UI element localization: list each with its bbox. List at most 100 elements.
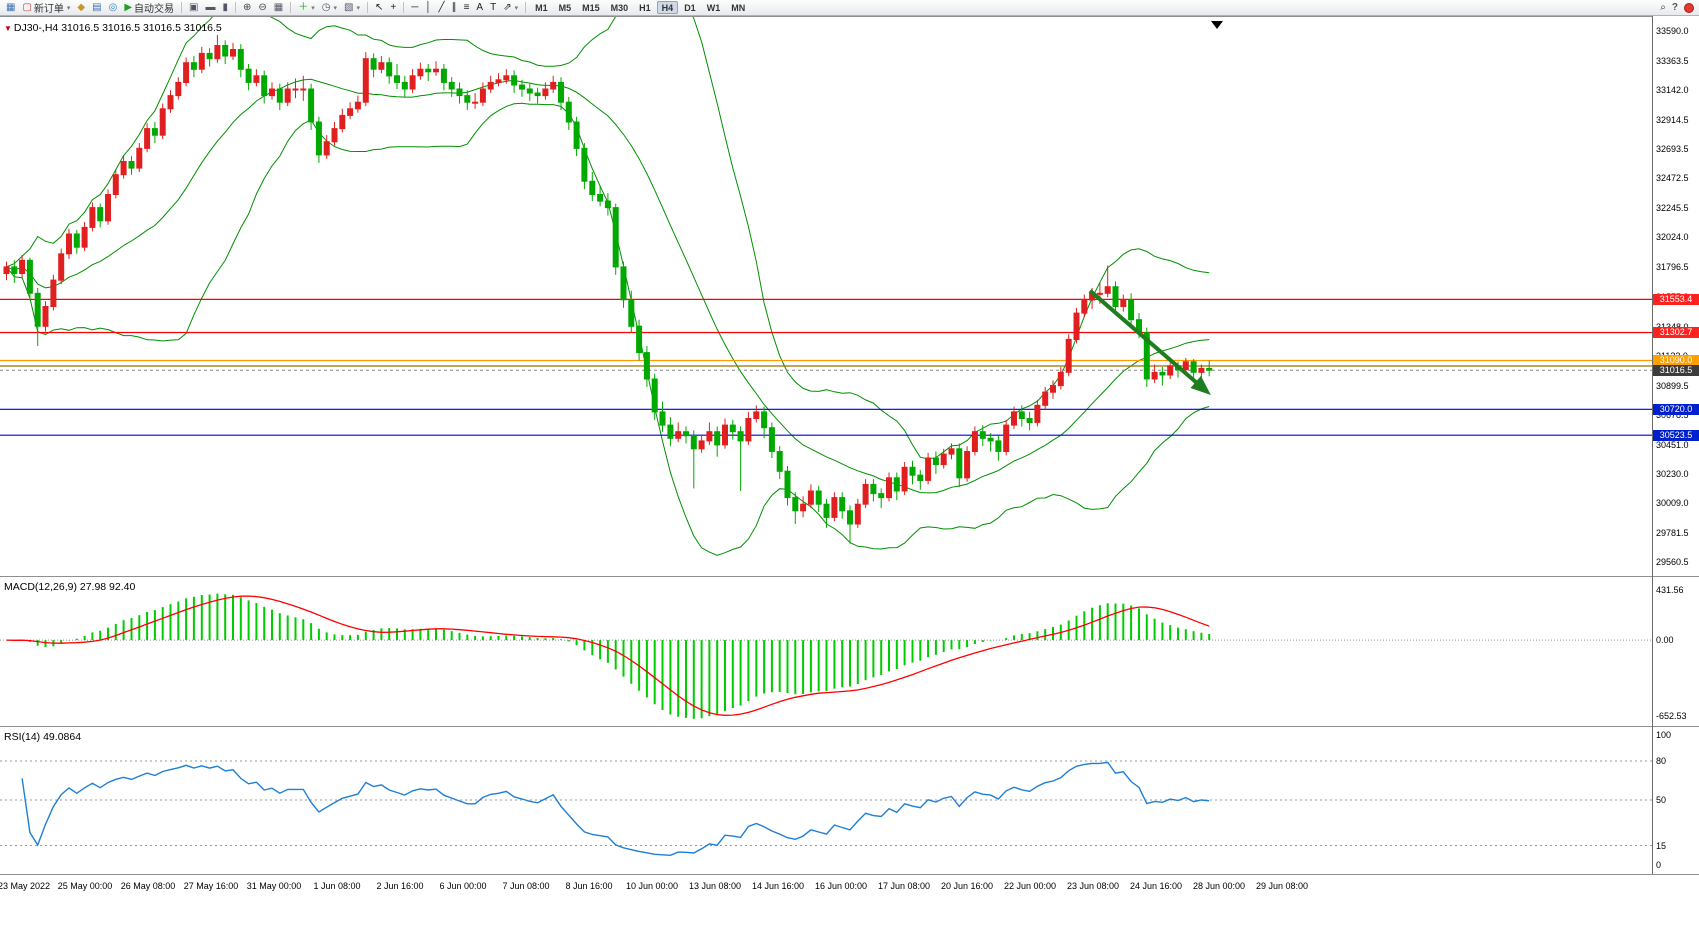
toolbar-separator [290,2,292,13]
timeframe-w1-button[interactable]: W1 [706,3,721,13]
crosshair-icon[interactable]: + [387,1,399,15]
panel-divider [0,16,1699,17]
ohlc-readout: 31016.5 31016.5 31016.5 31016.5 [61,22,222,34]
autotrading-button[interactable]: ▶ 自动交易 [121,1,177,16]
rsi-tick: 0 [1656,860,1662,870]
toolbar-separator [403,2,405,13]
price-tick: 33142.0 [1656,85,1689,96]
time-axis-label: 2 Jun 16:00 [376,881,424,891]
label-icon[interactable]: T [487,1,499,15]
price-tick: 29560.5 [1656,557,1689,568]
toolbar: ▦ ▢ 新订单 ▾ ◆ ▤ ◎ ▶ 自动交易 ▣ ▬ ▮ ⊕ ⊖ ▦ ＋ ▾ ◷ ▾ ▧ ▾ ↖ + ─ │ ╱ ∥ ≡ A T ⇗ ▾ M1 M… [0,0,1699,16]
time-axis-label: 31 May 00:00 [246,881,302,891]
autotrading-icon: ▶ [124,1,133,13]
panel-divider[interactable] [0,726,1699,727]
trendline-icon[interactable]: ╱ [436,1,448,15]
timeframe-m1-button[interactable]: M1 [535,3,548,13]
channel-icon[interactable]: ∥ [449,1,460,15]
time-axis-label: 27 May 16:00 [183,881,239,891]
rsi-tick: 100 [1656,730,1672,740]
zoom-out-icon: ⊖ [258,1,267,13]
indicators-add-icon[interactable]: ＋ ▾ [295,1,318,15]
time-axis-label: 23 Jun 08:00 [1066,881,1120,891]
market-watch-icon: ◆ [77,1,86,13]
vline-icon: │ [425,1,432,13]
templates-icon: ▧ [343,1,354,13]
arrows-icon[interactable]: ⇗ ▾ [500,1,521,15]
cursor-icon[interactable]: ↖ [372,1,386,15]
macd-tick: 0.00 [1656,635,1674,646]
new-order-button-label: 新订单 [33,4,64,15]
timeframe-d1-button[interactable]: D1 [684,3,696,13]
support-line-1-badge: 30720.0 [1653,403,1699,415]
chart-grid-icon[interactable]: ▦ [271,1,286,15]
bollinger-lo-band [6,102,1210,556]
macd-chart-canvas[interactable] [0,577,1652,726]
rsi-chart-canvas[interactable] [0,727,1652,874]
new-order-button[interactable]: ▢ 新订单 ▾ [19,1,73,16]
symbol-marker-icon: ▼ [4,24,12,33]
macd-tick: 431.56 [1656,584,1684,595]
price-tick: 32472.5 [1656,173,1689,184]
fibonacci-icon[interactable]: ≡ [461,1,473,15]
tile-horizontal-icon[interactable]: ▬ [202,1,218,15]
zoom-in-icon: ⊕ [242,1,252,13]
current-price-line-badge: 31016.5 [1653,364,1699,376]
periods-icon[interactable]: ◷ ▾ [319,1,340,15]
new-chart-icon: ▦ [6,1,16,13]
market-watch-icon[interactable]: ◆ [74,1,88,15]
text-icon: A [476,1,484,13]
price-tick: 32914.5 [1656,115,1689,126]
fibonacci-icon: ≡ [463,1,470,13]
time-axis-label: 29 Jun 08:00 [1255,881,1309,891]
timeframe-h4-button[interactable]: H4 [656,1,679,14]
chart-shift-marker[interactable] [1211,21,1223,29]
time-axis-label: 17 Jun 08:00 [877,881,931,891]
macd-axis[interactable]: 431.56 0.00 -652.53 [1653,577,1699,726]
price-tick: 31348.0 [1656,322,1689,332]
rsi-line [21,761,1210,857]
timeframe-h1-button[interactable]: H1 [639,3,651,13]
zoom-out-icon[interactable]: ⊖ [255,1,269,15]
price-tick: 30451.0 [1656,439,1689,450]
zoom-in-icon[interactable]: ⊕ [240,1,254,15]
search-icon[interactable]: ⌕ [1660,1,1666,13]
gold-line-1-badge: 31090.0 [1653,355,1699,366]
rsi-tick: 50 [1656,795,1667,805]
hline-icon[interactable]: ─ [408,1,421,15]
vline-icon[interactable]: │ [422,1,434,15]
alert-icon[interactable] [1684,2,1694,13]
data-window-icon[interactable]: ▤ [89,1,104,15]
trend-arrow-annotation[interactable] [1088,289,1211,395]
time-axis-label: 26 May 08:00 [120,881,176,891]
timeframe-m30-button[interactable]: M30 [610,3,629,13]
tile-vertical-icon[interactable]: ▮ [219,1,231,15]
time-axis-label: 1 Jun 08:00 [313,881,361,891]
text-icon[interactable]: A [473,1,486,15]
timeframe-m5-button[interactable]: M5 [558,3,572,13]
templates-icon[interactable]: ▧ ▾ [341,1,363,15]
trendline-icon: ╱ [438,1,445,13]
tile-horizontal-icon: ▬ [205,1,216,13]
price-axis[interactable]: 33590.0 33363.5 33142.0 32914.5 32693.5 32472… [1653,16,1699,576]
cascade-windows-icon: ▣ [189,1,199,13]
macd-label: MACD(12,26,9) 27.98 92.40 [4,581,136,593]
rsi-tick: 80 [1656,756,1667,766]
timeframe-mn-button[interactable]: MN [731,3,746,13]
resistance-line-2-badge: 31302.7 [1653,326,1699,338]
label-icon: T [490,1,497,13]
panel-divider[interactable] [0,576,1699,577]
autotrading-button-label: 自动交易 [134,4,175,15]
help-icon[interactable]: ? [1671,2,1678,13]
rsi-axis[interactable]: 100 80 50 15 0 [1653,727,1699,874]
navigator-icon[interactable]: ◎ [106,1,121,15]
price-axis-border [1652,16,1653,874]
chevron-down-icon: ▾ [514,4,519,12]
time-axis[interactable]: 23 May 2022 25 May 00:00 26 May 08:00 27 Ma… [0,875,1699,944]
new-chart-icon[interactable]: ▦ [3,1,18,15]
timeframe-m15-button[interactable]: M15 [582,3,600,13]
cascade-windows-icon[interactable]: ▣ [186,1,201,15]
price-tick: 31796.5 [1656,262,1689,273]
indicators-add-icon: ＋ [298,1,309,13]
price-chart-canvas[interactable] [0,16,1652,576]
